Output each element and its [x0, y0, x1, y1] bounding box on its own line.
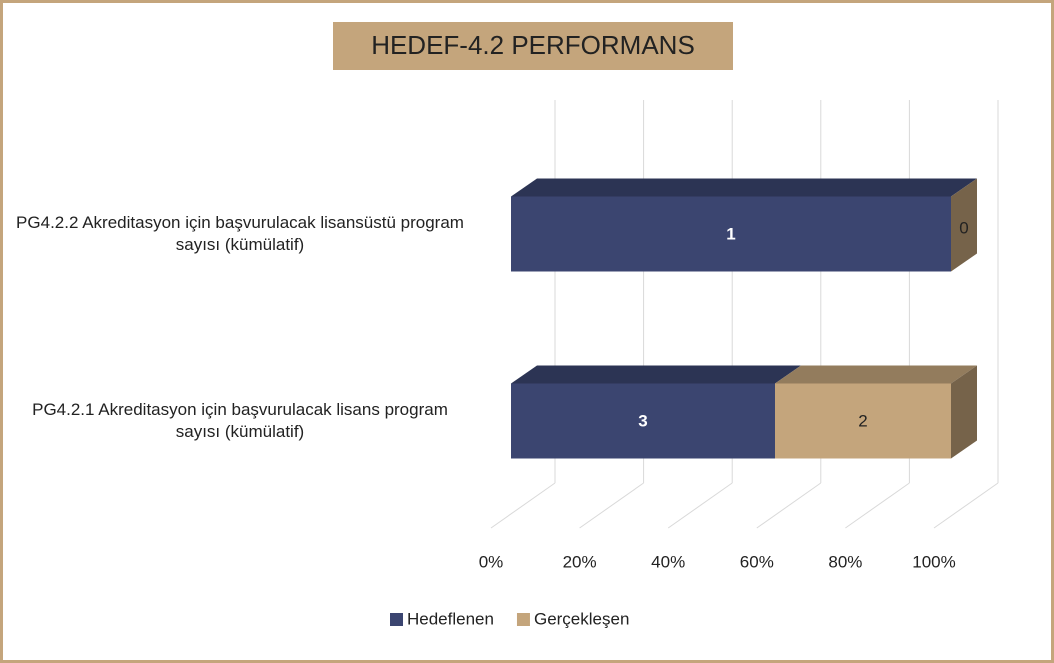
data-label: 1 — [726, 224, 735, 243]
category-label: PG4.2.1 Akreditasyon için başvurulacak l… — [32, 400, 448, 441]
bar-top — [511, 178, 977, 197]
floor-line — [490, 482, 556, 529]
data-label: 2 — [858, 411, 867, 430]
legend-label: Hedeflenen — [407, 609, 494, 628]
bar-side — [951, 365, 977, 459]
chart-title: HEDEF-4.2 PERFORMANS — [371, 30, 695, 60]
bar-top — [775, 365, 977, 384]
title-box — [333, 22, 733, 70]
legend-swatch — [390, 613, 403, 626]
x-tick-label: 80% — [828, 552, 862, 571]
x-tick-label: 60% — [740, 552, 774, 571]
x-tick-label: 20% — [563, 552, 597, 571]
x-tick-label: 40% — [651, 552, 685, 571]
floor-line — [579, 482, 644, 529]
floor-line — [756, 482, 822, 529]
data-label: 0 — [959, 218, 968, 237]
bar — [511, 196, 951, 272]
bar — [511, 383, 775, 459]
legend-swatch — [516, 613, 530, 626]
category-label: PG4.2.2 Akreditasyon için başvurulacak l… — [16, 213, 464, 254]
x-tick-label: 0% — [479, 552, 504, 571]
floor-line — [667, 482, 733, 529]
x-tick-label: 100% — [912, 552, 955, 571]
bar — [775, 383, 951, 459]
bar-top — [511, 365, 801, 384]
floor-line — [845, 482, 910, 529]
floor-line — [933, 482, 999, 529]
legend-label: Gerçekleşen — [534, 609, 629, 628]
data-label: 3 — [638, 411, 647, 430]
bar-side — [951, 178, 977, 272]
